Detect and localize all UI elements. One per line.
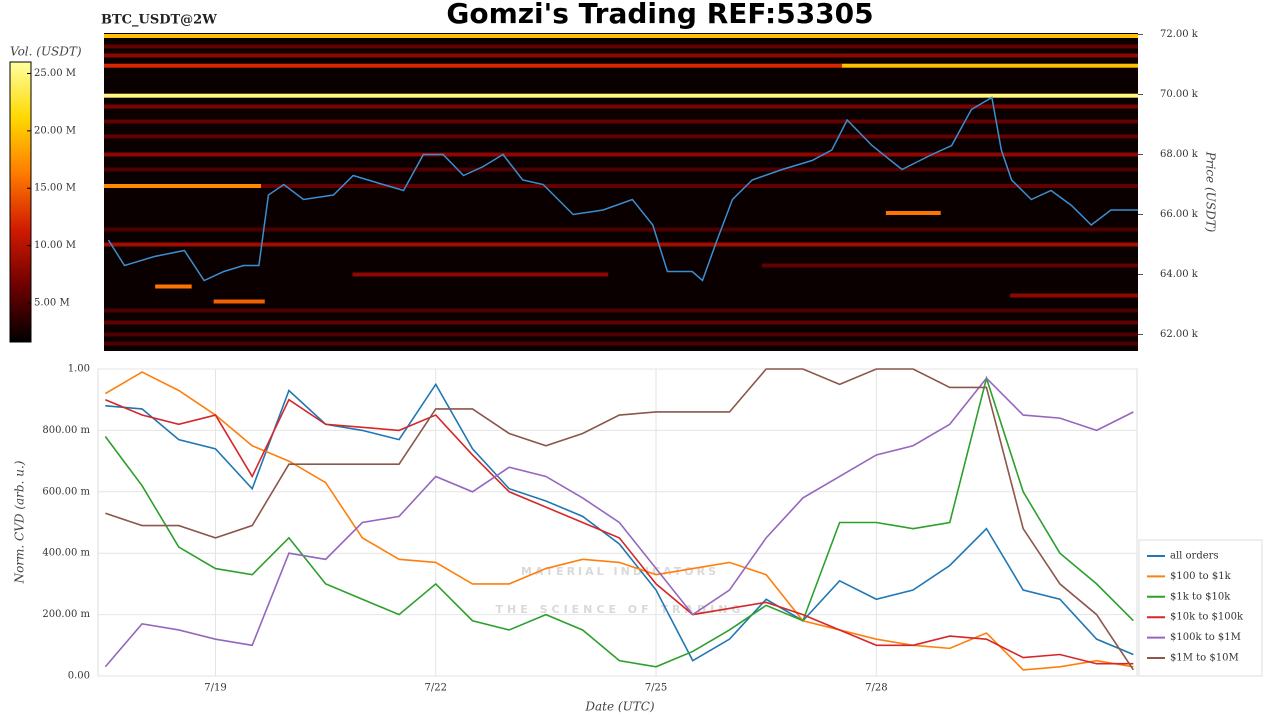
y-axis-label: Price (USDT) [1204, 151, 1218, 233]
liquidity-band [155, 284, 192, 289]
liquidity-band [213, 299, 265, 304]
y-tick-label: 0.00 [68, 671, 90, 682]
colorbar-tick-label: 20.00 M [34, 125, 76, 136]
liquidity-band [352, 272, 609, 277]
liquidity-band [761, 263, 1138, 268]
liquidity-band [885, 211, 941, 215]
liquidity-band [104, 104, 1138, 109]
y-tick-label: 800.00 m [42, 425, 90, 436]
y-tick-label: 600.00 m [42, 486, 90, 497]
y-axis-label: Norm. CVD (arb. u.) [13, 460, 27, 584]
y-tick-label: 70.00 k [1160, 89, 1199, 100]
liquidity-band [104, 227, 1138, 232]
cvd-line [105, 368, 1134, 671]
liquidity-band [104, 119, 1138, 124]
liquidity-band [104, 308, 1138, 313]
liquidity-band [104, 53, 1138, 58]
y-tick-label: 72.00 k [1160, 29, 1199, 40]
x-axis-label: Date (UTC) [584, 700, 654, 714]
liquidity-band [104, 152, 1138, 157]
liquidity-band [261, 184, 1139, 188]
liquidity-band [842, 63, 1138, 68]
cvd-line [104, 371, 1134, 671]
liquidity-band [104, 320, 1138, 325]
liquidity-band [104, 44, 1138, 49]
y-tick-label: 1.00 [68, 364, 90, 375]
watermark: THE SCIENCE OF TRADING [496, 603, 745, 616]
x-tick-label: 7/19 [204, 683, 226, 694]
colorbar [9, 61, 32, 343]
legend-label: $1M to $10M [1170, 653, 1239, 664]
heatmap-background [104, 33, 1138, 351]
colorbar-tick-label: 25.00 M [34, 68, 76, 79]
liquidity-band [104, 184, 262, 188]
y-tick-label: 64.00 k [1160, 269, 1199, 280]
cvd-line [105, 398, 1134, 665]
x-tick-label: 7/28 [865, 683, 887, 694]
y-tick-label: 68.00 k [1160, 149, 1199, 160]
liquidity-band [104, 63, 843, 68]
x-tick-label: 7/25 [645, 683, 667, 694]
y-tick-label: 62.00 k [1160, 329, 1199, 340]
legend [1138, 539, 1263, 677]
cvd-plot-area [97, 368, 1138, 677]
legend-label: $10k to $100k [1170, 612, 1244, 623]
liquidity-band [104, 167, 1138, 172]
liquidity-band [104, 341, 1138, 346]
liquidity-band [104, 93, 1138, 98]
liquidity-band [104, 34, 1138, 38]
chart-title: Gomzi's Trading REF:53305 [446, 0, 873, 30]
colorbar-label: Vol. (USDT) [10, 45, 82, 59]
x-tick-label: 7/22 [425, 683, 447, 694]
liquidity-band [104, 134, 1138, 139]
price-line [107, 96, 1138, 282]
cvd-line [105, 382, 1134, 662]
y-tick-label: 400.00 m [42, 548, 90, 559]
legend-label: $1k to $10k [1170, 591, 1231, 602]
legend-label: $100 to $1k [1170, 571, 1232, 582]
cvd-line [104, 377, 1134, 668]
legend-label: all orders [1170, 551, 1219, 562]
liquidity-band [1010, 293, 1138, 298]
symbol-label: BTC_USDT@2W [101, 13, 217, 28]
y-tick-label: 200.00 m [42, 609, 90, 620]
cvd-line [104, 375, 1134, 668]
colorbar-tick-label: 5.00 M [34, 297, 70, 308]
watermark: MATERIAL INDICATORS [521, 565, 719, 578]
liquidity-band [104, 242, 1138, 247]
liquidity-band [104, 332, 1138, 337]
colorbar-tick-label: 10.00 M [34, 240, 76, 251]
y-tick-label: 66.00 k [1160, 209, 1199, 220]
legend-label: $100k to $1M [1170, 632, 1241, 643]
colorbar-tick-label: 15.00 M [34, 183, 76, 194]
